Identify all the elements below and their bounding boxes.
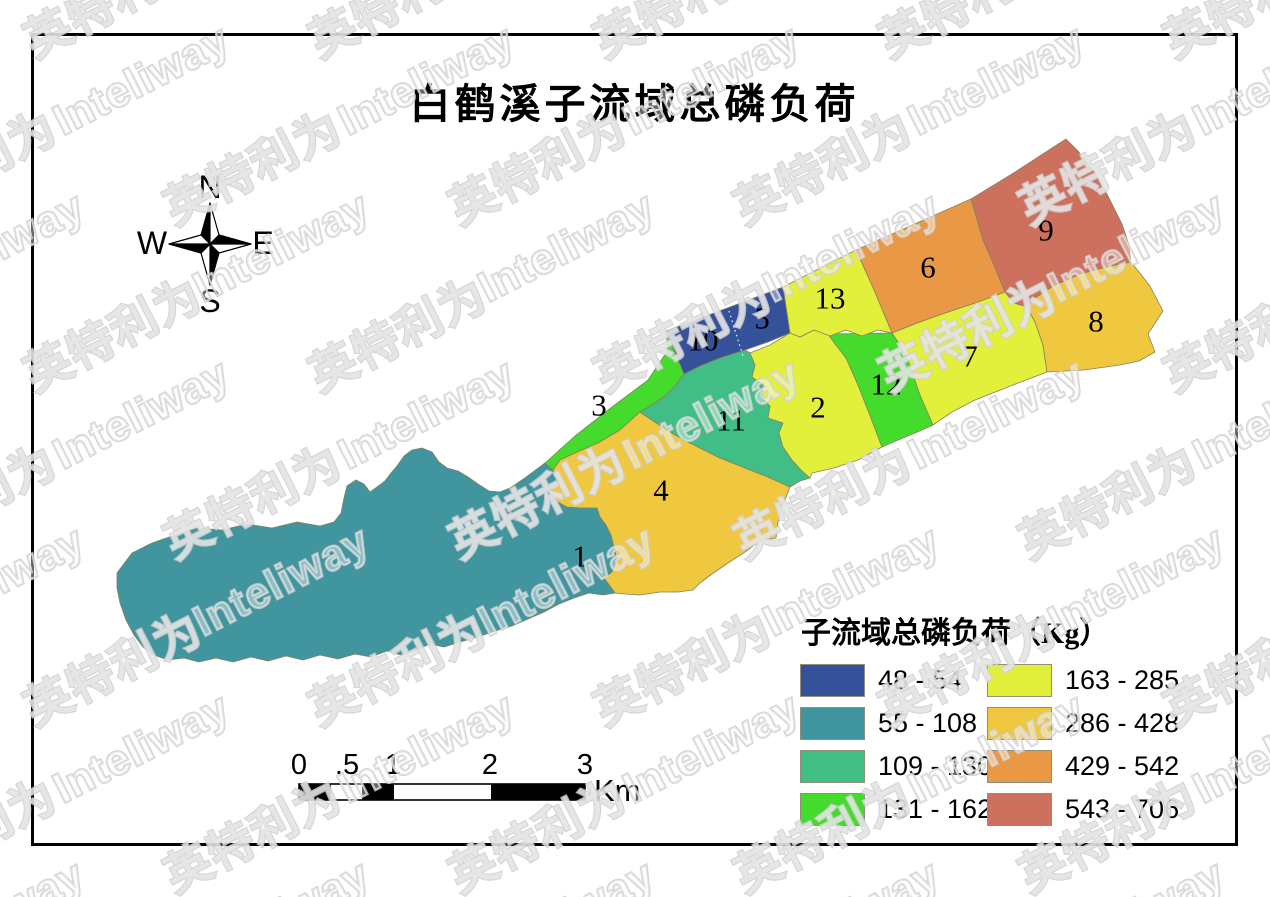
legend-swatch xyxy=(800,664,865,697)
region-10-label: 10 xyxy=(688,323,719,358)
legend-swatch xyxy=(987,707,1052,740)
regions-layer xyxy=(116,138,1164,663)
legend-swatch xyxy=(800,707,865,740)
region-6-label: 6 xyxy=(920,250,936,285)
scale-tick-label: 3 xyxy=(577,749,593,781)
page-title: 白鹤溪子流域总磷负荷 xyxy=(409,81,860,127)
legend-swatch xyxy=(987,664,1052,697)
legend-range-label: 429 - 542 xyxy=(1065,751,1180,781)
scale-tick-label: 2 xyxy=(482,749,498,781)
legend-title: 子流域总磷负荷（Kg） xyxy=(801,617,1110,650)
north-arrow-blade xyxy=(168,234,211,245)
region-4-label: 4 xyxy=(653,473,669,508)
region-5-label: 5 xyxy=(754,301,770,336)
region-13-polygon xyxy=(782,249,893,338)
region-2-label: 2 xyxy=(810,390,826,425)
legend-range-label: 163 - 285 xyxy=(1065,665,1180,695)
legend-swatch xyxy=(800,750,865,783)
region-9-label: 9 xyxy=(1038,213,1054,248)
region-3-label: 3 xyxy=(591,388,607,423)
compass-w-label: W xyxy=(137,225,168,261)
scale-tick-label: .5 xyxy=(335,749,359,781)
legend-range-label: 543 - 706 xyxy=(1065,794,1180,824)
scale-bar-segment xyxy=(491,784,585,800)
north-arrow xyxy=(168,202,252,286)
region-1-label: 1 xyxy=(572,539,588,574)
legend-range-label: 109 - 130 xyxy=(878,751,993,781)
scale-bar-outline xyxy=(298,783,586,801)
legend-swatch xyxy=(987,750,1052,783)
region-7-label: 7 xyxy=(962,339,978,374)
region-11-label: 11 xyxy=(716,403,746,438)
scale-tick-label: 0 xyxy=(291,749,307,781)
legend-swatch xyxy=(987,793,1052,826)
scale-unit-label: Km xyxy=(594,773,641,808)
region-13-label: 13 xyxy=(815,281,846,316)
scale-bar: 0 .5 1 2 3 xyxy=(291,749,593,801)
scale-bar-segment xyxy=(299,784,331,800)
region-5-polygon xyxy=(665,286,791,375)
region-1-polygon xyxy=(116,447,618,663)
legend-swatch xyxy=(800,793,865,826)
region-12-label: 12 xyxy=(871,367,902,402)
compass-n-label: N xyxy=(198,169,221,205)
legend-range-label: 48 - 54 xyxy=(878,665,963,695)
compass-s-label: S xyxy=(199,283,220,319)
legend-range-label: 131 - 162 xyxy=(878,794,993,824)
compass-e-label: E xyxy=(252,225,273,261)
region-8-label: 8 xyxy=(1088,304,1104,339)
scale-bar-segment xyxy=(362,784,394,800)
legend-range-label: 286 - 428 xyxy=(1065,708,1180,738)
scale-tick-label: 1 xyxy=(385,749,401,781)
legend-range-label: 55 - 108 xyxy=(878,708,978,738)
compass-letters: N E S W xyxy=(137,169,274,319)
